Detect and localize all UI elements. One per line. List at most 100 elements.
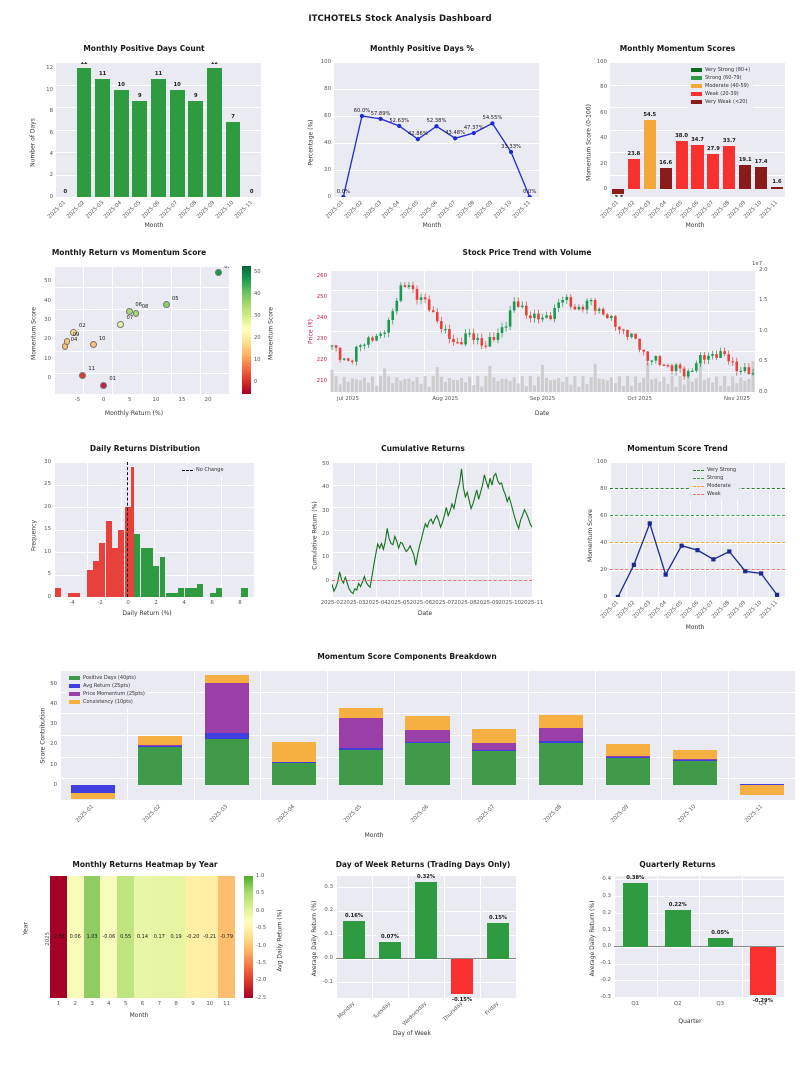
y-tick-label: 0 [47,593,51,600]
panel-monthly-momentum-scores: Monthly Momentum Scores Momentum Score (… [570,44,800,234]
panel-momentum-score-trend: Momentum Score Trend Momentum Score Mont… [570,444,800,639]
heatmap-cell-label: -0.79 [220,934,234,940]
heatmap-cell-label: 0.19 [170,934,182,940]
legend-label: Very Strong [707,467,737,473]
chart-title: Daily Returns Distribution [89,444,201,453]
bar [151,79,166,197]
panel-day-of-week-returns: Day of Week Returns (Trading Days Only) … [292,860,554,1060]
legend-swatch [691,68,702,72]
bar-value-label: 11 [98,71,107,78]
colorbar-tick: -0.5 [256,925,267,932]
histogram-bar [159,556,166,597]
bar [113,89,129,197]
stacked-segment [405,741,450,743]
legend-dash-swatch [693,493,704,495]
y-tick-label: 10 [44,548,51,555]
legend-label: Very Strong (80+) [705,67,751,73]
x-tick-label: Jul 2025 [337,396,359,402]
x-tick-label: 15 [178,397,186,403]
no-change-legend: No Change [179,464,227,476]
histogram-bar [74,592,81,597]
y-tick-label: 0.2 [324,907,333,914]
legend-swatch [691,92,702,96]
y-tick-label: 250 [316,294,327,301]
y-tick-label: 20 [324,166,331,173]
chart-title: Cumulative Returns [381,444,465,453]
y-tick-label: 25 [44,481,51,488]
chart-title: Momentum Score Components Breakdown [317,652,497,661]
scatter-point [63,338,71,345]
x-axis-label: Day of Week [393,1030,431,1037]
x-axis-label: Date [417,610,433,617]
point-label: 02 [79,323,86,330]
histogram-bar [105,520,112,597]
y-tick-label: 20 [322,530,329,537]
bar-value-label: 0.07% [381,933,399,940]
bar-value-label: 9 [138,92,142,99]
colorbar-tick: 20 [254,334,261,341]
legend-label: Weak [707,491,721,497]
bar-value-label: 0.22% [668,901,687,908]
bar-value-label: 1.6 [772,179,782,186]
x-tick-label: 3 [90,1001,94,1007]
y-tick-label: 20 [600,160,607,167]
heatmap-cell [218,876,235,998]
y-tick-label: 20 [44,503,51,510]
y-tick-label: 0.2 [602,909,611,916]
y-tick-label: -0.3 [600,993,611,1000]
stacked-segment [739,784,784,795]
legend-row: Strong [693,474,736,482]
legend-swatch [69,692,80,696]
bar-value-label: 0.32% [417,873,435,880]
histogram-bar [216,588,223,597]
x-tick-label: 2025-06 [409,600,433,606]
heatmap-cell-label: -2.56 [51,934,65,940]
cumulative-line [332,468,532,595]
colorbar-tick: 1.0 [256,872,265,879]
y-tick-label: 0 [603,593,607,600]
histogram-bar [153,565,160,597]
dashboard-title: ITCHOTELS Stock Analysis Dashboard [308,14,492,24]
y-tick-label: 40 [600,135,607,142]
point-value-label: 33.33% [501,144,521,150]
bar [622,882,648,947]
legend-label: Consistency (10pts) [83,699,133,705]
x-tick-label: 2025-07 [431,600,455,606]
heatmap-cell-label: 0.55 [120,934,132,940]
x-tick-label: 8 [174,1001,178,1007]
stacked-segment [138,746,183,785]
x-tick-label: 2025-04 [365,600,388,606]
x-tick-label: 2025-03 [342,600,366,606]
x-tick-label: 2025-03 [208,803,230,825]
point-value-label: 0.0% [523,189,537,195]
legend-row: Weak [693,490,736,498]
y2-exponent-label: 1e7 [752,261,763,267]
bar-value-label: 12 [80,62,88,67]
colorbar-tick: 40 [254,290,261,297]
colorbar-label: Momentum Score [267,307,275,360]
legend-row: Very Strong (80+) [691,66,750,74]
x-tick-label: 4 [107,1001,111,1007]
x-tick-label: 20 [204,397,212,403]
bar [379,941,401,959]
bar [188,100,204,197]
bar [739,165,752,190]
bar [206,68,222,197]
stacked-segment [539,715,584,729]
bar [659,168,672,190]
y2-tick-label: 2.0 [759,266,768,273]
colorbar-tick: -2.0 [256,977,267,984]
y-tick-label: 50 [50,680,57,687]
legend-dash-swatch [693,469,704,471]
x-tick-label: 2025-02 [142,803,163,825]
y-tick-label: 20 [44,336,51,343]
heatmap-cell [184,876,202,998]
stacked-segment [472,742,517,750]
y2-tick-label: 1.5 [759,297,768,304]
x-tick-label: 11 [223,1001,230,1007]
point-value-label: 54.55% [482,115,503,122]
stacked-segment [472,751,517,785]
point-label: 01 [109,376,116,383]
histogram-bar [172,592,179,597]
panel-cumulative-returns: Cumulative Returns Cumulative Return (%)… [292,444,554,634]
